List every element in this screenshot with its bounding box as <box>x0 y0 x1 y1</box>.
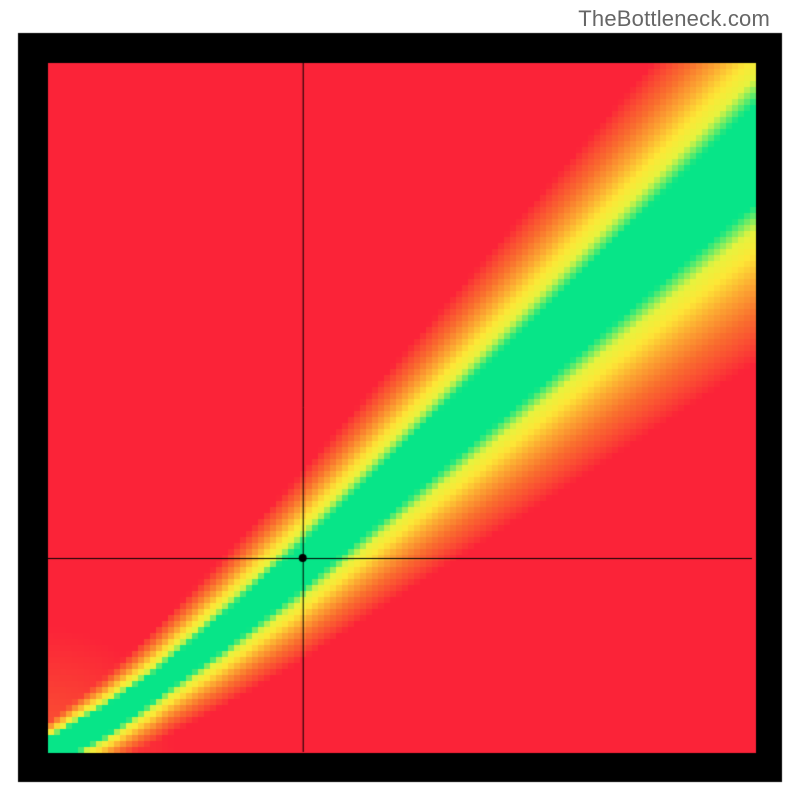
heatmap-canvas <box>0 0 800 800</box>
watermark-text: TheBottleneck.com <box>578 6 770 32</box>
